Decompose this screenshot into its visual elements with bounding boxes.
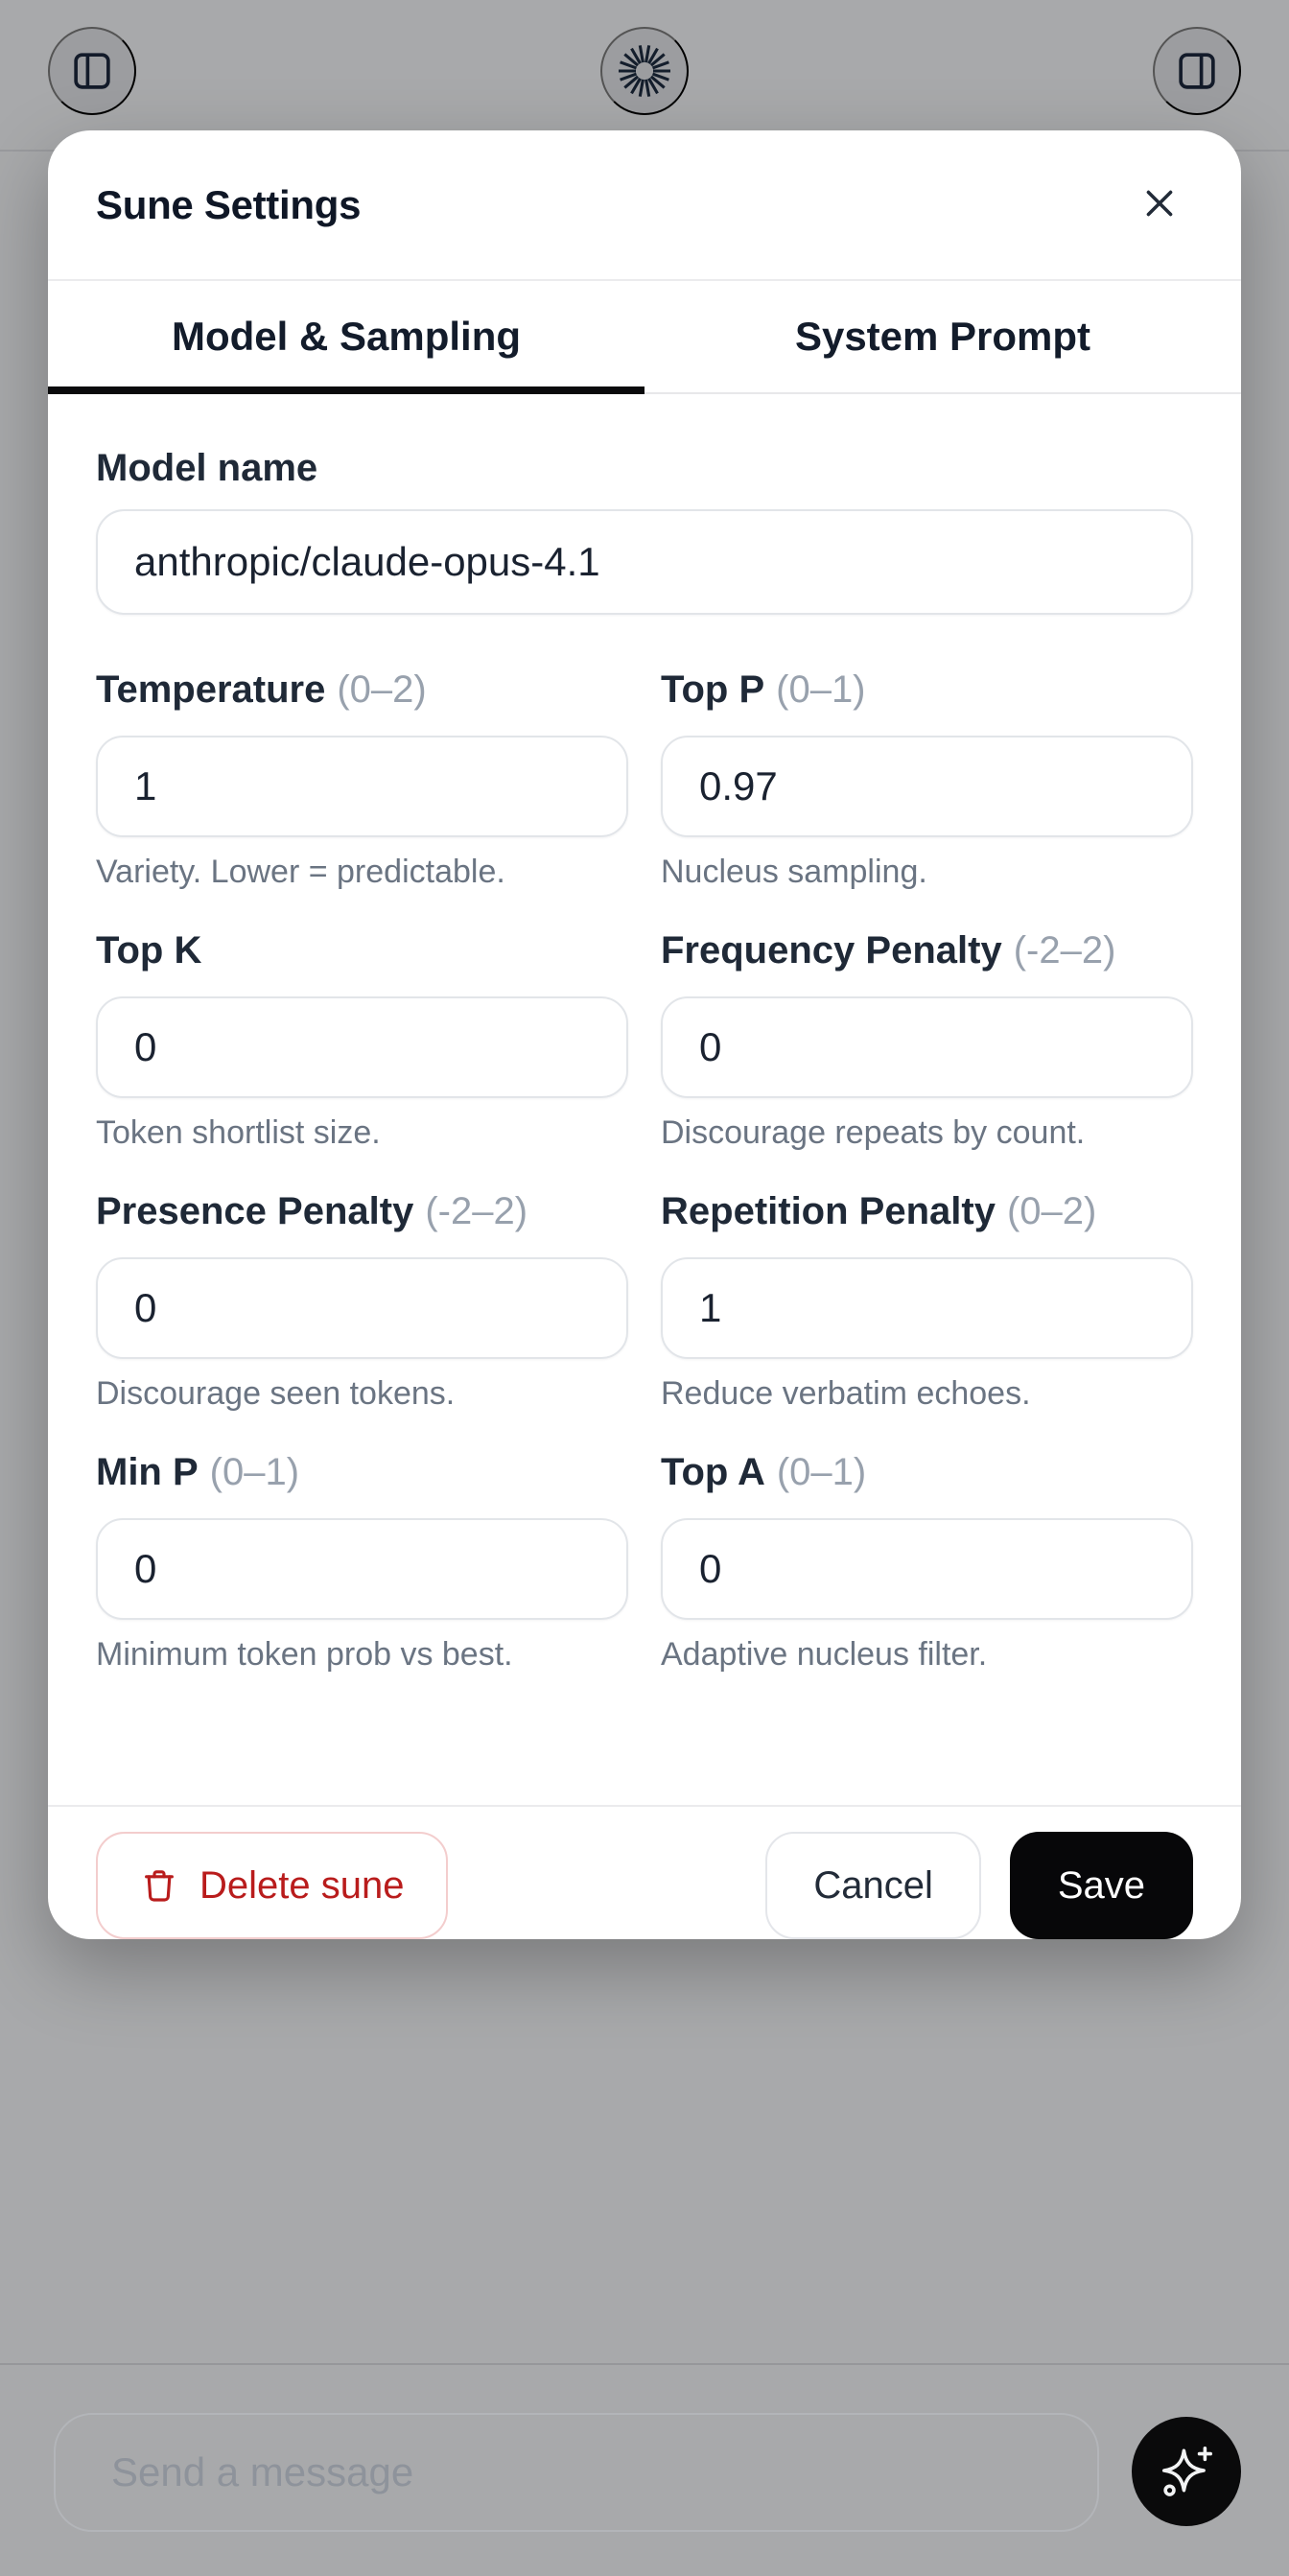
tab-model-sampling[interactable]: Model & Sampling [48,281,644,392]
active-tab-indicator [48,386,644,394]
temperature-input[interactable] [96,736,628,837]
min-p-label: Min P [96,1451,199,1493]
sampling-grid: Temperature (0–2) Variety. Lower = predic… [96,667,1193,1710]
top-k-input[interactable] [96,996,628,1098]
top-k-helper: Token shortlist size. [96,1114,381,1151]
model-name-label: Model name [96,447,318,489]
settings-form: Model name Temperature (0–2) Variety. Low… [48,394,1241,1805]
top-p-label: Top P [661,668,765,711]
dialog-footer: Delete sune Cancel Save [48,1805,1241,1939]
frequency-penalty-range: (-2–2) [1013,929,1116,972]
field-presence-penalty: Presence Penalty (-2–2) Discourage seen t… [96,1188,628,1413]
starburst-icon [618,44,671,98]
frequency-penalty-label: Frequency Penalty [661,929,1002,972]
top-a-helper: Adaptive nucleus filter. [661,1636,988,1673]
presence-penalty-range: (-2–2) [425,1190,528,1232]
repetition-penalty-helper: Reduce verbatim echoes. [661,1375,1031,1412]
presence-penalty-label: Presence Penalty [96,1190,414,1232]
frequency-penalty-helper: Discourage repeats by count. [661,1114,1086,1151]
message-input[interactable] [54,2413,1099,2532]
close-icon [1139,183,1180,226]
field-top-a: Top A (0–1) Adaptive nucleus filter. [661,1449,1193,1674]
top-a-range: (0–1) [776,1451,867,1493]
save-button[interactable]: Save [1009,1832,1193,1939]
dialog-title: Sune Settings [96,181,362,227]
min-p-range: (0–1) [209,1451,300,1493]
temperature-label: Temperature [96,668,326,711]
presence-penalty-helper: Discourage seen tokens. [96,1375,456,1412]
min-p-input[interactable] [96,1518,628,1620]
dialog-header: Sune Settings [48,130,1241,281]
sidebar-toggle-button[interactable] [48,27,136,115]
temperature-range: (0–2) [337,668,427,711]
panel-right-icon [1175,49,1219,93]
tab-system-prompt[interactable]: System Prompt [644,281,1241,392]
panel-left-icon [70,49,114,93]
field-repetition-penalty: Repetition Penalty(0–2) Reduce verbatim … [661,1188,1193,1413]
close-button[interactable] [1139,183,1180,226]
settings-tabs: Model & Sampling System Prompt [48,281,1241,394]
repetition-penalty-label: Repetition Penalty [661,1190,996,1232]
field-min-p: Min P(0–1) Minimum token prob vs best. [96,1449,628,1674]
sparkle-icon [1157,2441,1216,2503]
frequency-penalty-input[interactable] [661,996,1193,1098]
right-panel-toggle-button[interactable] [1153,27,1241,115]
top-a-input[interactable] [661,1518,1193,1620]
top-p-helper: Nucleus sampling. [661,854,927,890]
repetition-penalty-range: (0–2) [1006,1190,1097,1232]
model-name-input[interactable] [96,509,1193,615]
field-frequency-penalty: Frequency Penalty (-2–2) Discourage repea… [661,927,1193,1152]
sune-settings-dialog: Sune Settings Model & Sampling System Pr… [48,130,1241,1939]
field-top-k: Top K Token shortlist size. [96,927,628,1152]
trash-icon [140,1866,178,1905]
cancel-button[interactable]: Cancel [765,1832,981,1939]
composer-divider [0,2363,1289,2365]
field-temperature: Temperature (0–2) Variety. Lower = predic… [96,667,628,891]
repetition-penalty-input[interactable] [661,1257,1193,1359]
presence-penalty-input[interactable] [96,1257,628,1359]
send-button[interactable] [1132,2417,1241,2526]
min-p-helper: Minimum token prob vs best. [96,1636,513,1673]
field-top-p: Top P (0–1) Nucleus sampling. [661,667,1193,891]
top-p-input[interactable] [661,736,1193,837]
top-a-label: Top A [661,1451,765,1493]
app-logo-button[interactable] [600,27,689,115]
top-p-range: (0–1) [776,668,866,711]
top-k-label: Top K [96,929,202,972]
delete-sune-button[interactable]: Delete sune [96,1832,449,1939]
temperature-helper: Variety. Lower = predictable. [96,854,505,890]
delete-sune-label: Delete sune [199,1863,405,1907]
